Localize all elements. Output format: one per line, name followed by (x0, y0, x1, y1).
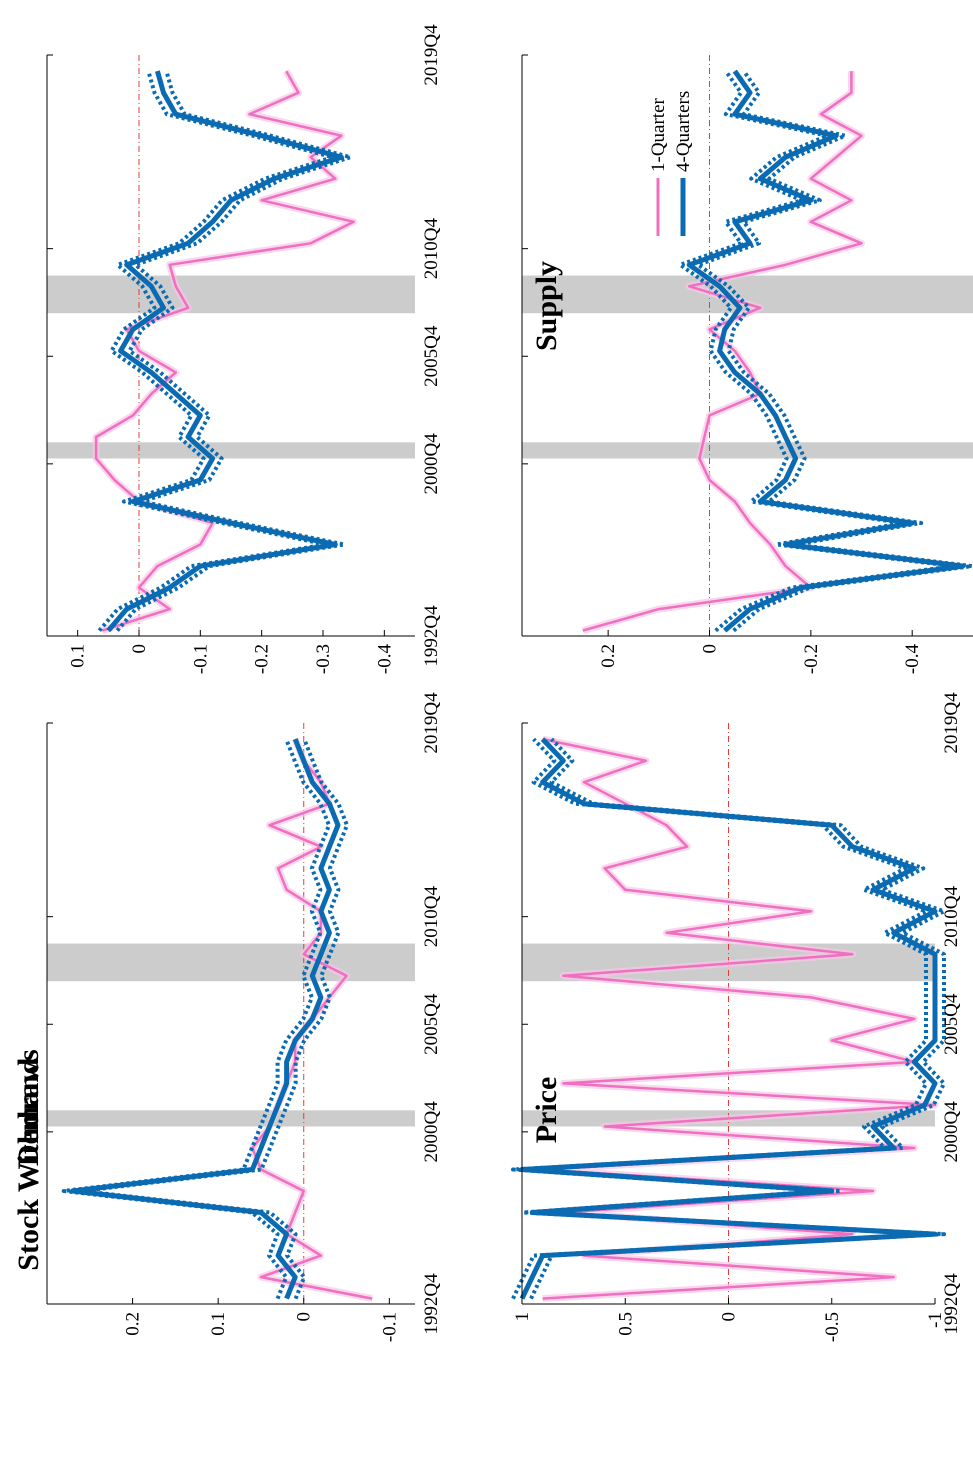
recession-band-1 (47, 442, 415, 458)
panel-supply: 0.20-0.2-0.41992Q42000Q42005Q42010Q42019… (522, 24, 973, 674)
legend: 1-Quarter 4-Quarters (648, 91, 694, 236)
value-tick-label: -0.5 (822, 1312, 843, 1342)
value-tick-label: 0.2 (123, 1312, 144, 1336)
time-tick-label: 2000Q4 (941, 1101, 962, 1163)
value-tick-label: 0.2 (598, 644, 619, 668)
value-tick-label: 0.5 (615, 1312, 636, 1336)
time-tick-label: 1992Q4 (941, 1273, 962, 1335)
time-tick-label: 2000Q4 (421, 433, 442, 495)
value-tick-label: 0 (294, 1312, 315, 1322)
value-tick-label: -0.2 (252, 644, 273, 674)
legend-4-quarters-label: 4-Quarters (673, 91, 694, 172)
value-tick-label: -0.1 (379, 1312, 400, 1342)
series-4-quarters-band-lower (82, 739, 347, 1299)
value-tick-label: 0.1 (68, 644, 89, 668)
value-tick-label: -0.3 (313, 644, 334, 674)
time-tick-label: 2005Q4 (941, 993, 962, 1055)
time-tick-label: 2000Q4 (421, 1101, 442, 1163)
panel-stock-withdraws: 0.2 0.1 0 -0.1 1992Q4 2000Q4 2005Q4 2010Q4 2019Q… (12, 692, 442, 1342)
time-tick-label: 2010Q4 (421, 218, 442, 280)
value-tick-label: 0.1 (208, 1312, 229, 1336)
value-tick-label: 0 (719, 1312, 740, 1322)
series-4-quarters-line (73, 739, 338, 1299)
value-tick-label: -0.1 (190, 644, 211, 674)
series-4-quarters-band-upper (64, 739, 329, 1299)
value-tick-label: -0.2 (801, 644, 822, 674)
time-tick-label: 1992Q4 (421, 605, 442, 667)
time-tick-label: 2005Q4 (421, 993, 442, 1055)
time-tick-label: 1992Q4 (421, 1273, 442, 1335)
panel-title: Stock Withdraws (12, 1049, 45, 1270)
time-tick-label: 2010Q4 (941, 886, 962, 948)
time-tick-label: 2019Q4 (941, 692, 962, 754)
value-tick-label: 0 (129, 644, 150, 654)
time-tick-label: 2010Q4 (421, 886, 442, 948)
series-4-quarters-band-upper (99, 71, 332, 631)
value-tick-label: -0.4 (374, 644, 395, 675)
panel-demand: 0.1 0 -0.1 -0.2 -0.3 -0.4 1992Q4 2000Q4 2005Q4 20… (12, 24, 442, 1166)
value-tick-label: 1 (512, 1312, 533, 1322)
panel-title: Supply (530, 261, 563, 351)
recession-band-1 (47, 1110, 415, 1126)
time-tick-label: 2019Q4 (421, 24, 442, 86)
recession-band-1 (522, 442, 973, 458)
recession-band-2 (47, 276, 415, 314)
time-tick-label: 2019Q4 (421, 692, 442, 754)
panel-title: Price (530, 1077, 563, 1144)
recession-band-2 (47, 944, 415, 982)
time-tick-label: 2005Q4 (421, 325, 442, 387)
value-tick-label: -0.4 (902, 644, 923, 675)
legend-1-quarter-label: 1-Quarter (648, 97, 669, 172)
value-tick-label: 0 (699, 644, 720, 654)
